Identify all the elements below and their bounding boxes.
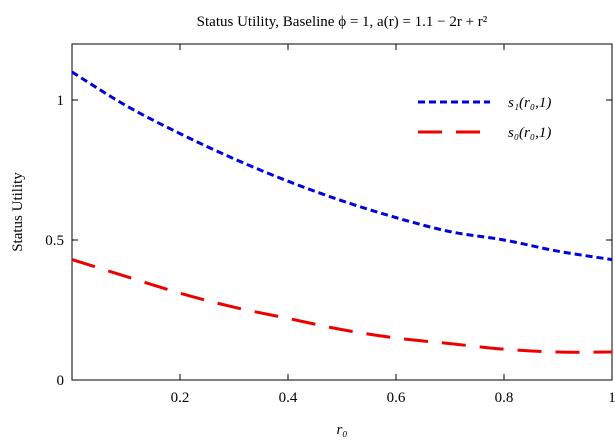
x-tick-label: 0.4 <box>279 390 298 406</box>
axis-ticks: 0.2 0.4 0.6 0.8 1 0 0.5 1 <box>45 44 615 406</box>
x-tick-label: 0.2 <box>171 390 190 406</box>
y-tick-label: 1 <box>57 93 65 109</box>
series-line-s1 <box>71 70 613 262</box>
legend-label-s0: s₀(r₀,1) <box>508 125 551 141</box>
series-layer <box>71 70 613 354</box>
x-tick-label: 0.8 <box>495 390 514 406</box>
x-axis-label: r₀ <box>336 422 347 438</box>
plot-frame <box>71 43 613 381</box>
x-tick-label: 1 <box>608 390 615 406</box>
legend: s₁(r₀,1) s₀(r₀,1) <box>418 95 551 141</box>
x-tick-label: 0.6 <box>387 390 406 406</box>
chart-title: Status Utility, Baseline ϕ = 1, a(r) = 1… <box>197 14 488 30</box>
y-tick-label: 0.5 <box>45 233 64 249</box>
y-axis-label: Status Utility <box>10 172 26 252</box>
legend-label-s1: s₁(r₀,1) <box>508 95 551 111</box>
series-line-s0 <box>71 258 613 354</box>
y-tick-label: 0 <box>57 373 65 389</box>
